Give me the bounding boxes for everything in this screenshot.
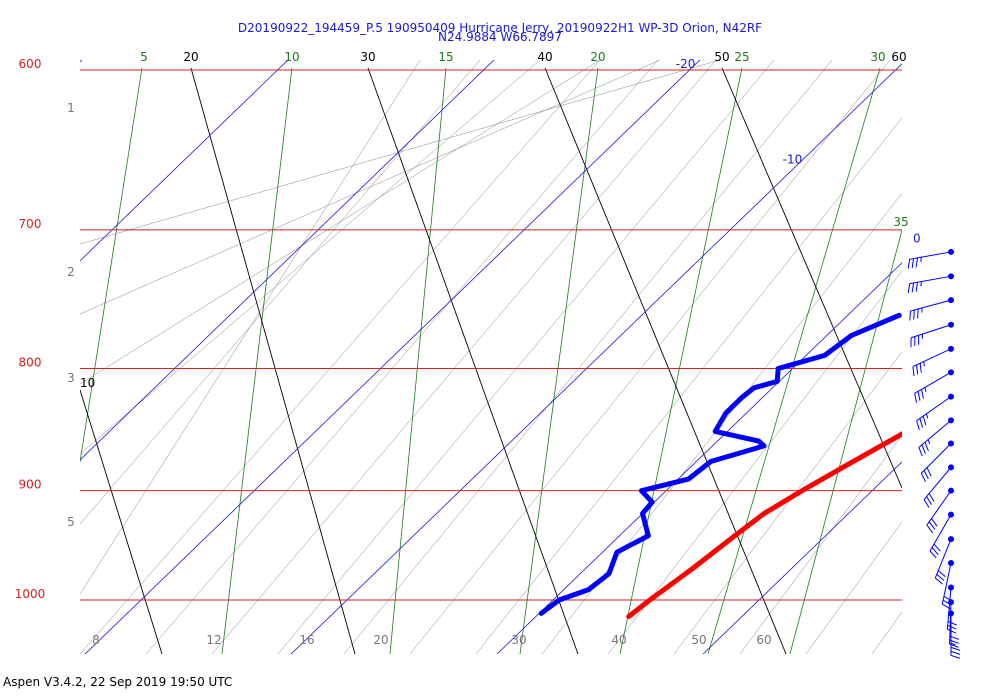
bottom-axis-label: 20	[373, 633, 388, 647]
dry-adiabat-line	[367, 67, 579, 654]
bottom-axis-label: 8	[92, 633, 100, 647]
mixing-ratio-label: 30	[870, 50, 885, 64]
altitude-label: 3	[67, 371, 75, 385]
sounding-profiles	[538, 312, 902, 619]
moist-adiabat-line	[145, 60, 659, 654]
wind-barb	[909, 297, 954, 321]
wind-barb	[934, 536, 954, 585]
wind-barb	[907, 273, 954, 294]
mixing-ratio-label: 10	[284, 50, 299, 64]
mixing-ratio-line	[221, 67, 293, 654]
wind-barbs	[907, 248, 961, 659]
isotherm-line	[290, 63, 902, 654]
isobars	[80, 69, 902, 601]
moist-adiabat-line	[409, 60, 891, 654]
wind-barb	[948, 610, 961, 659]
isotherm-label: 0	[913, 232, 921, 246]
moist-adiabat-line	[80, 60, 541, 455]
moist-adiabat-line	[80, 60, 661, 315]
moist-adiabat-line	[80, 60, 601, 654]
moist-adiabat-line	[475, 117, 902, 654]
isotherm-label: -20	[676, 57, 696, 71]
dry-adiabat-label: 10	[80, 376, 95, 390]
bottom-axis-label: 12	[206, 633, 221, 647]
chart-title: D20190922_194459_P.5 190950409 Hurricane…	[237, 21, 763, 35]
moist-adiabats	[80, 60, 1000, 654]
dry-adiabat-line	[721, 67, 902, 489]
isobar-label: 600	[19, 57, 42, 71]
dry-adiabat-label: 50	[714, 50, 729, 64]
dry-adiabats	[80, 67, 902, 654]
mixing-ratio-label: 35	[893, 215, 908, 229]
dry-adiabat-label: 60	[891, 50, 906, 64]
mixing-ratio-label: 20	[590, 50, 605, 64]
wind-barb	[918, 417, 954, 457]
mixing-ratio-lines	[80, 67, 902, 654]
isotherm-label: -10	[783, 153, 803, 167]
wind-barb	[910, 321, 954, 348]
chart-subtitle: N24.9884 W66.7897	[438, 30, 562, 44]
wind-barb	[916, 393, 954, 430]
moist-adiabat-line	[607, 270, 902, 654]
altitude-label: 1	[67, 101, 75, 115]
moist-adiabat-line	[80, 60, 601, 385]
mixing-ratio-line	[519, 67, 599, 654]
isotherm-line	[702, 461, 902, 654]
moist-adiabat-line	[938, 60, 1000, 654]
moist-adiabat-line	[739, 434, 902, 654]
isobar-label: 800	[19, 355, 42, 369]
dry-adiabat-line	[80, 389, 163, 654]
moist-adiabat-line	[673, 351, 902, 654]
mixing-ratio-line	[80, 67, 143, 463]
wind-barb	[926, 487, 954, 534]
isobar-label: 900	[19, 478, 42, 492]
moist-adiabat-line	[277, 60, 775, 654]
temperature-profile	[626, 431, 902, 619]
mixing-ratio-label: 15	[438, 50, 453, 64]
moist-adiabat-line	[211, 60, 717, 654]
isobar-label: 1000	[15, 587, 46, 601]
wind-barb	[929, 511, 954, 559]
mixing-ratio-line	[789, 229, 902, 654]
wind-barb	[946, 584, 957, 634]
dry-adiabat-line	[190, 67, 356, 654]
moist-adiabat-line	[80, 60, 481, 525]
bottom-axis-label: 30	[511, 633, 526, 647]
wind-barb	[907, 248, 954, 269]
dry-adiabat-label: 30	[360, 50, 375, 64]
wind-barb	[914, 369, 954, 403]
mixing-ratio-line	[389, 67, 447, 654]
moist-adiabat-line	[805, 521, 902, 654]
moist-adiabat-line	[80, 60, 721, 245]
isotherm-line	[863, 0, 1000, 699]
wind-barb	[923, 464, 954, 508]
mixing-ratio-line	[707, 67, 881, 654]
footer-version: Aspen V3.4.2, 22 Sep 2019 19:50 UTC	[3, 675, 233, 689]
wind-barb	[920, 440, 954, 482]
isotherm-line	[80, 60, 495, 461]
isotherm-line	[84, 60, 701, 654]
altitude-label: 2	[67, 265, 75, 279]
bottom-axis-label: 50	[691, 633, 706, 647]
mixing-ratio-line	[619, 67, 743, 654]
dry-adiabat-label: 40	[537, 50, 552, 64]
dewpoint-profile	[538, 312, 902, 616]
dry-adiabat-line	[544, 67, 787, 654]
dry-adiabat-label: 20	[183, 50, 198, 64]
moist-adiabat-line	[871, 611, 902, 654]
mixing-ratio-label: 5	[140, 50, 148, 64]
moist-adiabat-line	[343, 60, 833, 654]
bottom-axis-label: 40	[611, 633, 626, 647]
mixing-ratio-label: 25	[734, 50, 749, 64]
moist-adiabat-line	[541, 192, 902, 654]
bottom-axis-label: 16	[299, 633, 314, 647]
wind-barb	[912, 345, 954, 377]
isobar-label: 700	[19, 217, 42, 231]
isotherm-line	[496, 262, 902, 654]
chart-labels: -20-100102030402030405060105101520253035…	[15, 50, 921, 647]
altitude-label: 5	[67, 515, 75, 529]
bottom-axis-label: 60	[756, 633, 771, 647]
